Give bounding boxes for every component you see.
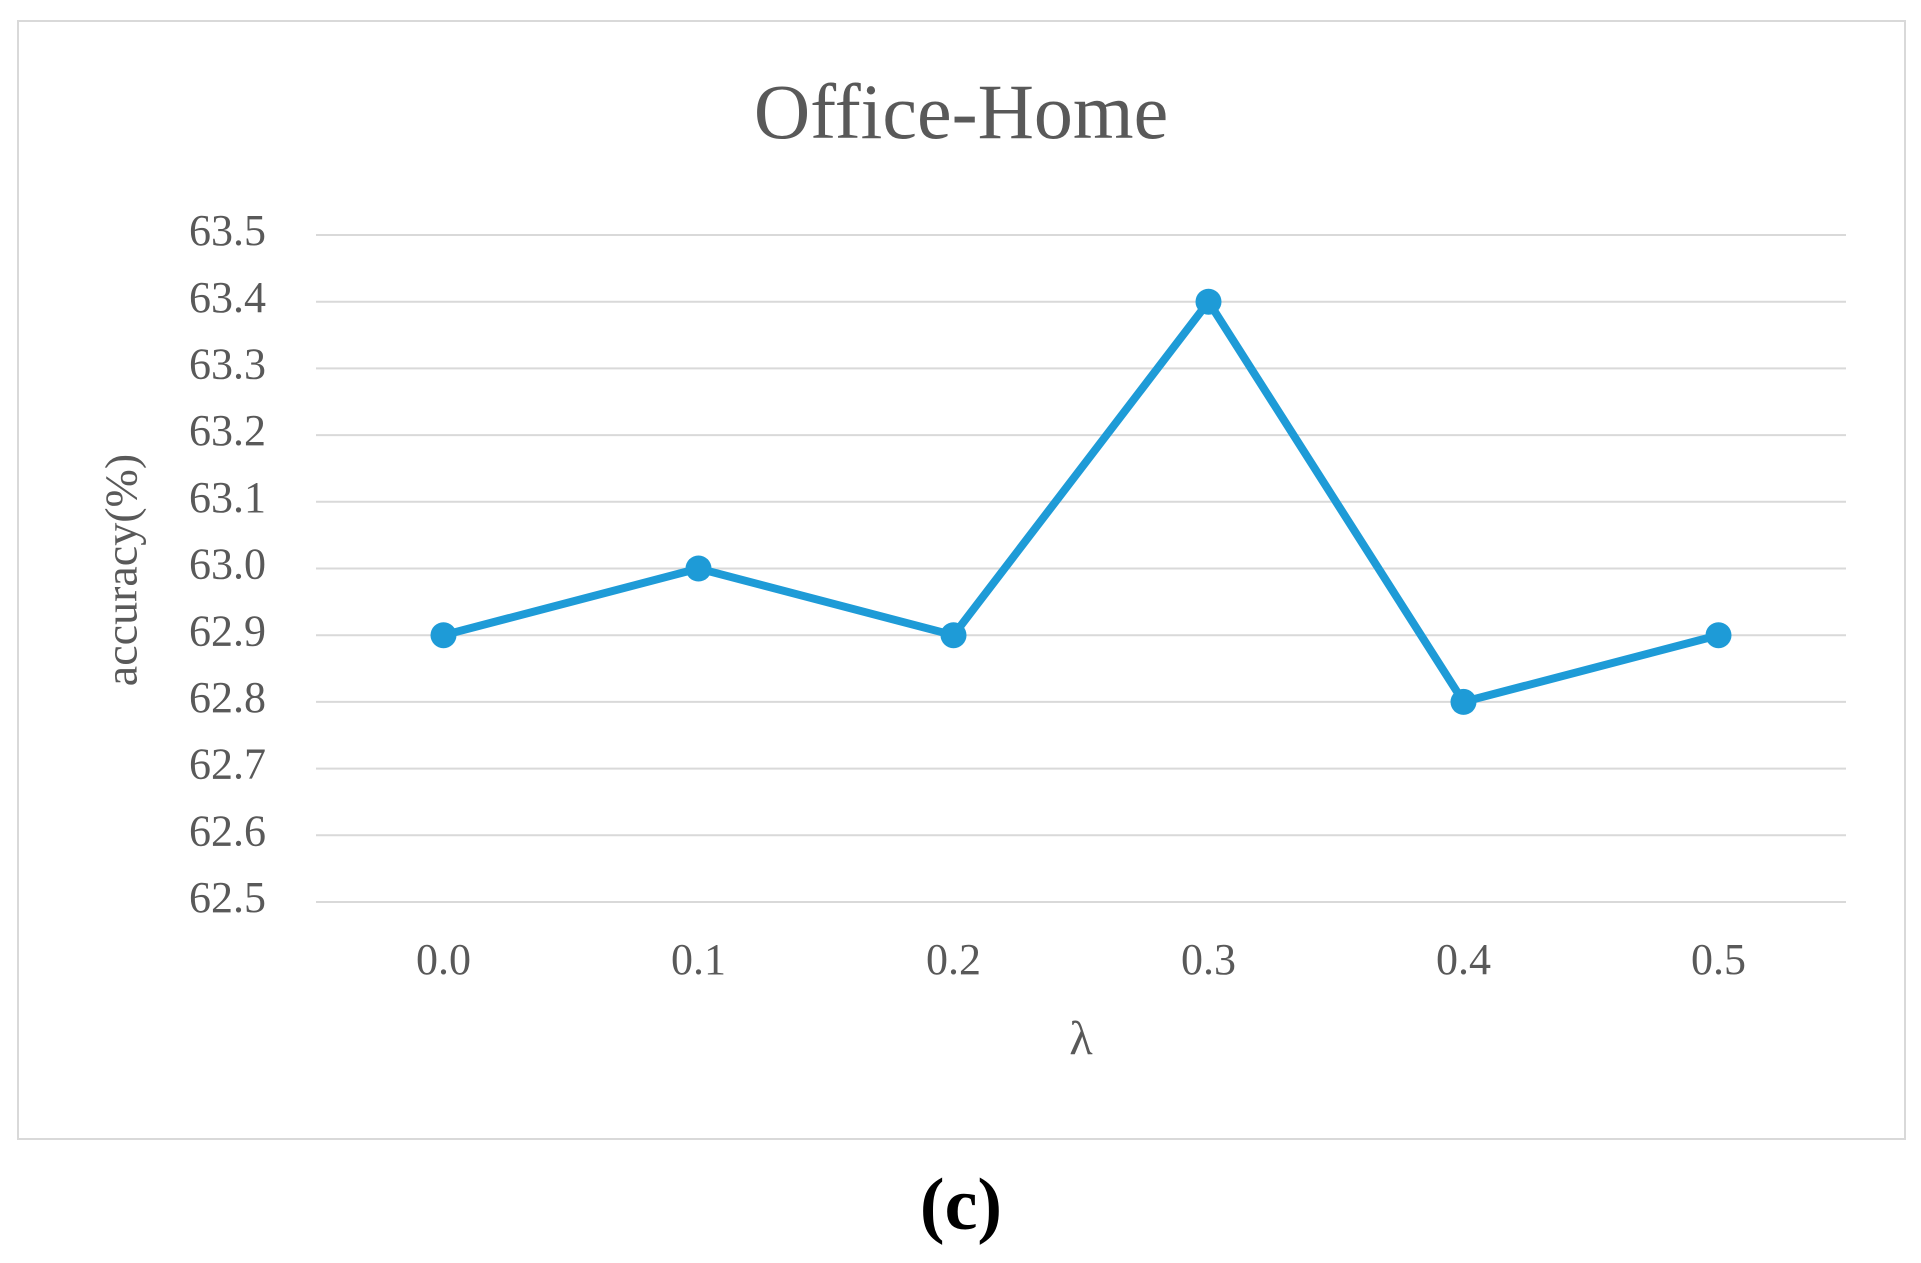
x-tick-label: 0.5 [1691,935,1746,984]
y-tick-label: 62.5 [189,873,266,922]
y-tick-label: 63.5 [189,206,266,255]
y-tick-label: 62.6 [189,806,266,855]
y-tick-label: 63.1 [189,473,266,522]
chart-title: Office-Home [754,68,1168,155]
y-tick-label: 63.3 [189,339,266,388]
y-tick-label: 62.9 [189,606,266,655]
y-tick-label: 63.0 [189,540,266,589]
data-point [1450,688,1477,715]
y-axis-label: accuracy(%) [96,454,147,686]
x-tick-label: 0.1 [671,935,726,984]
y-tick-label: 62.8 [189,673,266,722]
y-tick-label: 63.2 [189,406,266,455]
data-point [685,555,712,582]
data-point [940,622,967,649]
x-tick-label: 0.4 [1436,935,1491,984]
x-tick-label: 0.2 [926,935,981,984]
caption: (c) [920,1164,1002,1246]
x-tick-label: 0.0 [416,935,471,984]
y-tick-label: 63.4 [189,273,266,322]
y-tick-label: 62.7 [189,740,266,789]
chart-frame [17,20,1906,1140]
data-point [430,622,457,649]
x-axis-label: λ [1069,1012,1093,1065]
x-tick-label: 0.3 [1181,935,1236,984]
data-line [442,297,1720,706]
data-point [1195,288,1222,315]
data-point [1705,622,1732,649]
